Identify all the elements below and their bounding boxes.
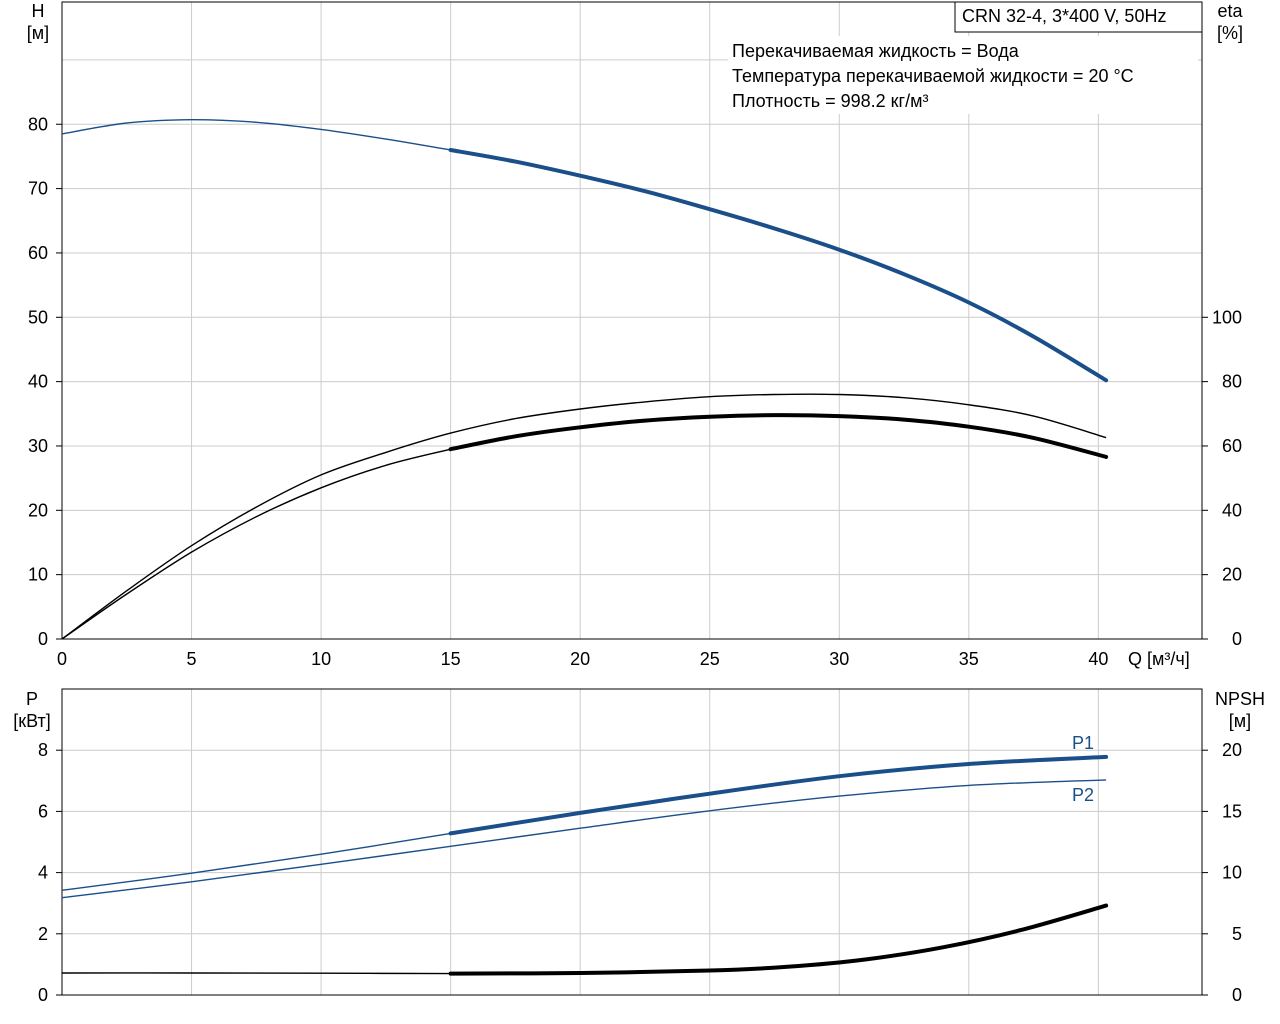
x-tick-label: 0 xyxy=(57,649,67,669)
x-tick-label: 15 xyxy=(441,649,461,669)
head-efficiency-panel: 0 5 10 15 20 25 30 35 40 0 10 20 30 40 50 60 70 80 0 20 40 60… xyxy=(27,1,1244,669)
y-left-tick-label: 40 xyxy=(28,372,48,392)
info-box xyxy=(728,36,1198,114)
y-right-tick-label: 40 xyxy=(1222,500,1242,520)
annotation-liquid: Перекачиваемая жидкость = Вода xyxy=(732,41,1020,61)
right-axis-unit-eta: [%] xyxy=(1217,23,1243,43)
series-line-thin xyxy=(61,448,451,640)
bottom-series xyxy=(61,754,1109,976)
x-tick-label: 10 xyxy=(311,649,331,669)
series-line-thick xyxy=(448,903,1109,976)
y-left-tick-label: 60 xyxy=(28,243,48,263)
series-line-thick xyxy=(448,754,1109,836)
y-right-tick-label: 10 xyxy=(1222,863,1242,883)
x-tick-label: 25 xyxy=(700,649,720,669)
y-right-tick-label: 100 xyxy=(1212,307,1242,327)
y-right-tick-label: 20 xyxy=(1222,740,1242,760)
y-left-tick-label: 10 xyxy=(28,565,48,585)
series-line-thin xyxy=(61,118,451,151)
right-axis-unit-npsh: [м] xyxy=(1229,711,1251,731)
y-right-tick-label: 5 xyxy=(1232,924,1242,944)
y-right-tick-label: 0 xyxy=(1232,985,1242,1005)
y-left-tick-label: 20 xyxy=(28,500,48,520)
x-tick-label: 5 xyxy=(187,649,197,669)
y-left-tick-label: 80 xyxy=(28,114,48,134)
y-left-tick-label: 4 xyxy=(38,863,48,883)
left-axis-unit-p: [кВт] xyxy=(13,711,51,731)
series-label-p1: P1 xyxy=(1072,733,1094,753)
series-line-thin xyxy=(61,393,1107,640)
x-tick-label: 20 xyxy=(570,649,590,669)
y-left-tick-label: 50 xyxy=(28,307,48,327)
bottom-plot-frame xyxy=(61,688,1203,996)
series-label-p2: P2 xyxy=(1072,785,1094,805)
y-left-tick-label: 0 xyxy=(38,629,48,649)
series-line-thin xyxy=(61,972,451,975)
series-line-thick xyxy=(448,148,1109,383)
power-npsh-panel: 0 2 4 6 8 0 5 10 15 20 P [кВт] NPSH [м] P1 P2 xyxy=(13,688,1265,1005)
chart-title: CRN 32-4, 3*400 V, 50Hz xyxy=(962,6,1166,26)
title-box xyxy=(954,1,1203,33)
y-left-tick-label: 30 xyxy=(28,436,48,456)
left-axis-unit-h: [м] xyxy=(27,23,49,43)
top-series xyxy=(61,118,1109,640)
y-right-tick-label: 15 xyxy=(1222,801,1242,821)
annotation-temperature: Температура перекачиваемой жидкости = 20… xyxy=(732,66,1134,86)
x-tick-label: 35 xyxy=(959,649,979,669)
top-plot-frame xyxy=(61,1,1203,640)
series-line-thick xyxy=(448,413,1109,459)
bottom-ticks: 0 2 4 6 8 0 5 10 15 20 xyxy=(38,740,1242,1005)
annotation-density: Плотность = 998.2 кг/м³ xyxy=(732,91,928,111)
left-axis-label-h: H xyxy=(32,1,45,21)
x-axis-label: Q [м³/ч] xyxy=(1128,649,1190,669)
y-left-tick-label: 0 xyxy=(38,985,48,1005)
right-axis-label-eta: eta xyxy=(1217,1,1243,21)
y-right-tick-label: 20 xyxy=(1222,565,1242,585)
y-left-tick-label: 2 xyxy=(38,924,48,944)
y-right-tick-label: 60 xyxy=(1222,436,1242,456)
left-axis-label-p: P xyxy=(26,689,38,709)
x-tick-label: 40 xyxy=(1088,649,1108,669)
y-left-tick-label: 70 xyxy=(28,179,48,199)
bottom-grid xyxy=(61,688,1202,996)
top-ticks: 0 5 10 15 20 25 30 35 40 0 10 20 30 40 50 60 70 80 0 20 40 60… xyxy=(28,114,1242,669)
y-right-tick-label: 0 xyxy=(1232,629,1242,649)
y-left-tick-label: 8 xyxy=(38,740,48,760)
y-right-tick-label: 80 xyxy=(1222,372,1242,392)
series-line-thin xyxy=(61,779,1107,899)
x-tick-label: 30 xyxy=(829,649,849,669)
right-axis-label-npsh: NPSH xyxy=(1215,689,1265,709)
y-left-tick-label: 6 xyxy=(38,801,48,821)
series-line-thin xyxy=(61,832,451,891)
